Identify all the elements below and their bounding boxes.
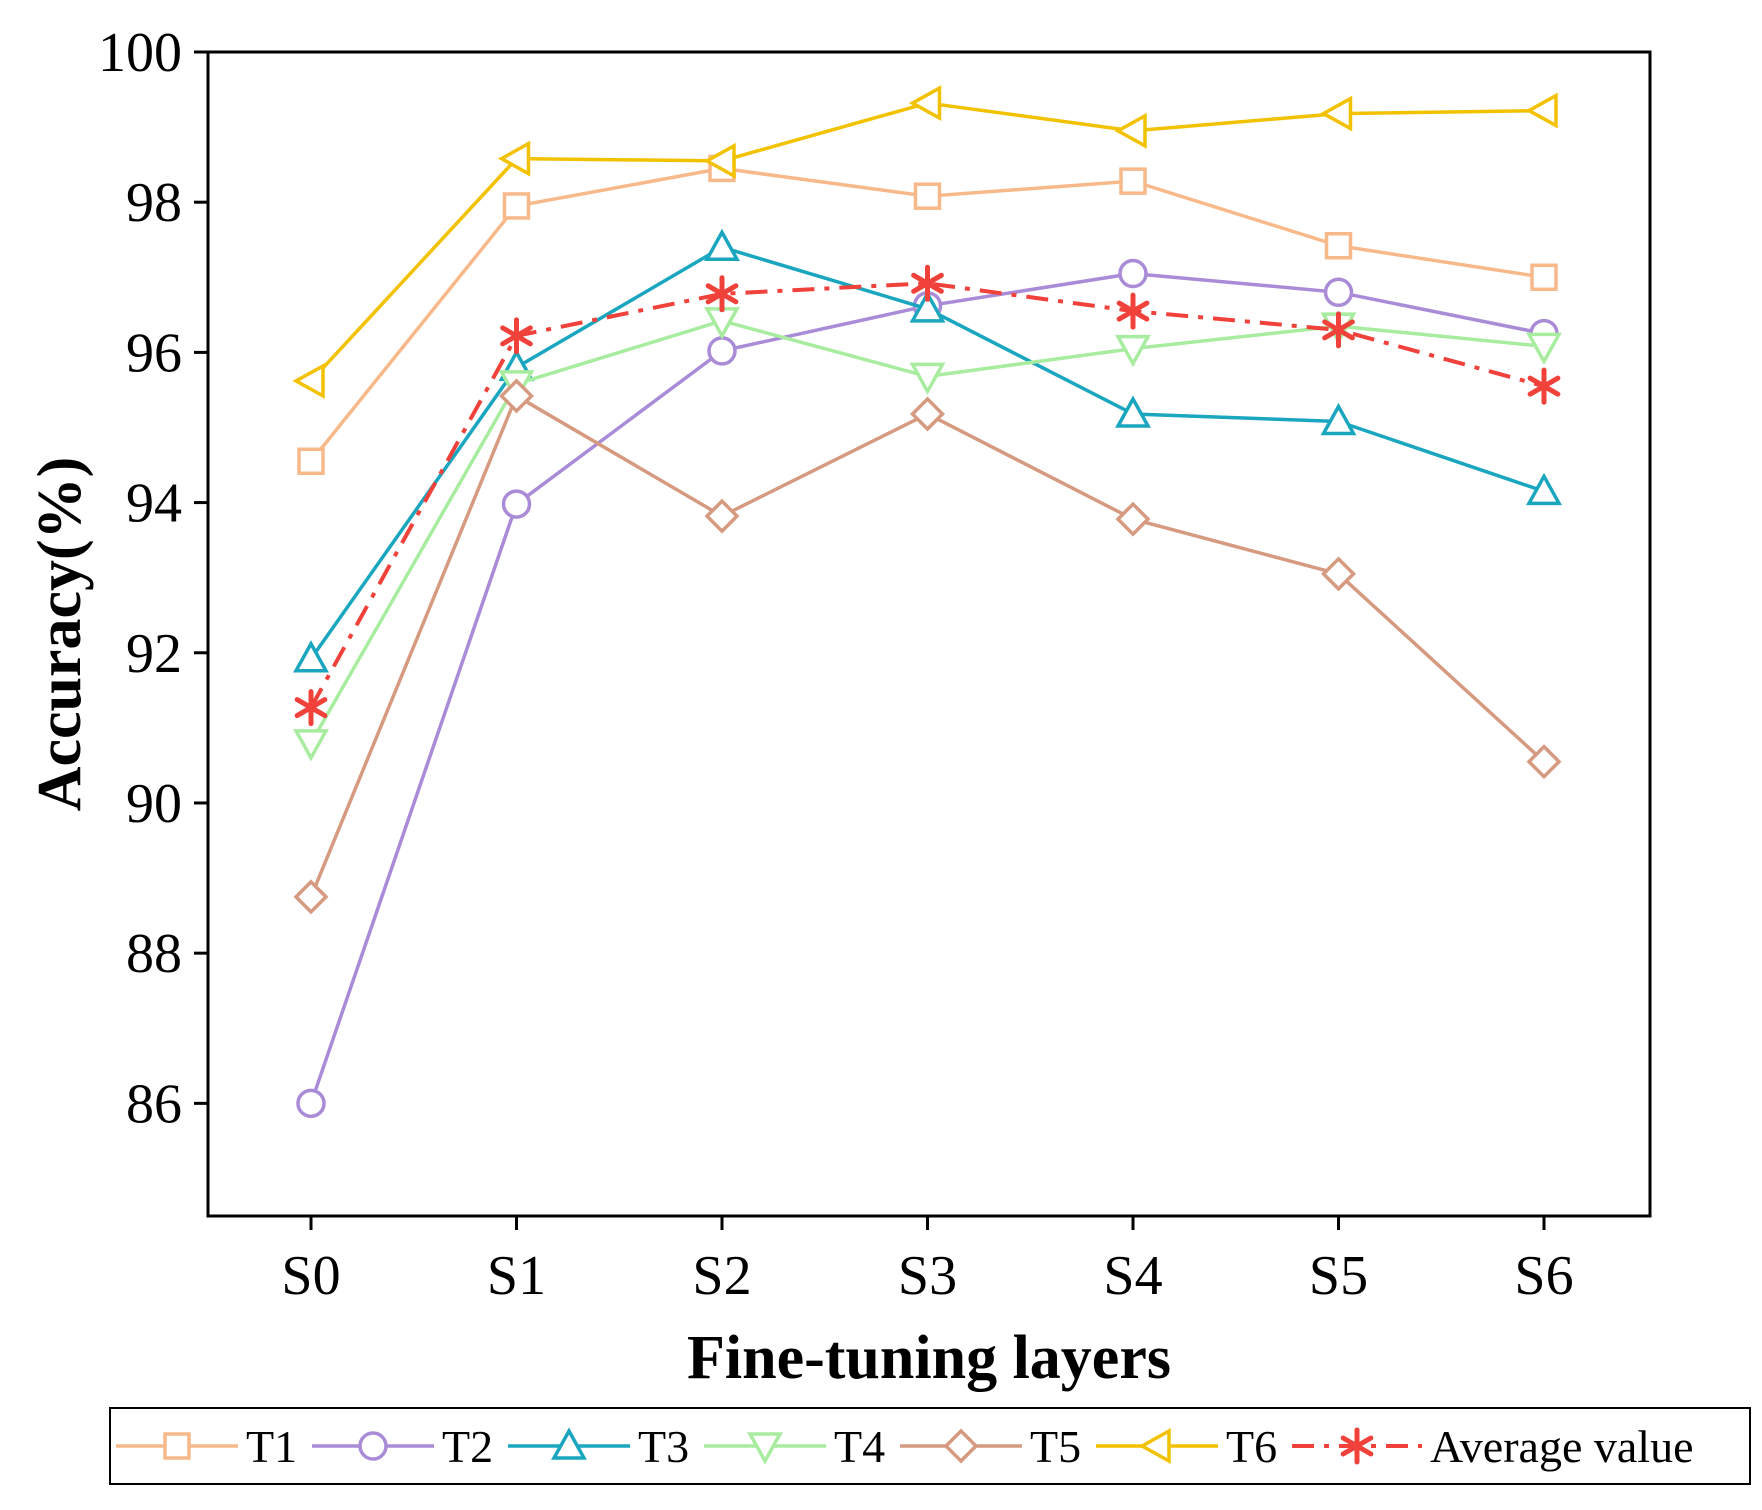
data-point	[1527, 367, 1561, 405]
legend-marker	[747, 1432, 783, 1465]
data-point	[500, 317, 533, 355]
y-tick-label: 86	[126, 1073, 182, 1135]
y-tick-label: 98	[126, 172, 182, 234]
data-point	[707, 336, 737, 366]
y-tick-label: 90	[126, 773, 182, 835]
legend-label: T2	[442, 1421, 493, 1472]
y-tick-label: 94	[126, 473, 182, 535]
x-tick-label: S3	[898, 1245, 957, 1307]
data-point	[1119, 167, 1147, 195]
series-line	[309, 281, 1545, 709]
data-point	[704, 228, 740, 262]
data-point	[1319, 95, 1353, 132]
legend-marker	[358, 1431, 388, 1461]
legend-marker	[1340, 1427, 1374, 1465]
legend-item: T3	[508, 1421, 689, 1472]
data-point	[911, 264, 944, 302]
legend-item: T5	[900, 1421, 1081, 1472]
legend-label: Average value	[1430, 1421, 1694, 1472]
x-axis-title: Fine-tuning layers	[687, 1324, 1171, 1392]
series-average-value	[294, 264, 1561, 727]
data-point	[1526, 332, 1562, 365]
legend-label: T5	[1030, 1421, 1081, 1472]
series-line	[309, 101, 1545, 383]
data-point	[705, 275, 739, 313]
data-point	[1525, 92, 1558, 129]
data-point	[913, 182, 942, 210]
y-tick-label: 100	[98, 22, 182, 84]
data-point	[294, 689, 328, 727]
y-axis-title: Accuracy(%)	[26, 457, 94, 812]
legend-label: T4	[834, 1421, 885, 1472]
series-t1	[297, 154, 1558, 476]
data-point	[910, 396, 945, 432]
data-point	[1320, 402, 1357, 436]
series-t4	[293, 307, 1562, 762]
data-point	[293, 729, 329, 762]
x-tick-label: S0	[281, 1245, 340, 1307]
data-point	[1530, 263, 1558, 292]
legend-label: T3	[638, 1421, 689, 1472]
data-point	[499, 378, 534, 414]
legend: T1 T2 T3 T4 T5 T6 Average value	[116, 1421, 1694, 1472]
data-point	[1116, 292, 1150, 330]
x-tick-label: S4	[1103, 1245, 1162, 1307]
data-point	[909, 290, 946, 323]
plot-frame	[206, 50, 1652, 1218]
legend-marker	[943, 1428, 979, 1464]
data-point	[703, 142, 736, 179]
y-tick-label: 92	[126, 623, 182, 685]
legend-item: T4	[704, 1421, 885, 1472]
series-layer	[292, 85, 1562, 1119]
data-point	[1322, 311, 1355, 349]
data-point	[296, 1088, 326, 1119]
legend-label: T1	[246, 1421, 297, 1472]
legend-item: T2	[312, 1421, 493, 1472]
data-point	[1118, 258, 1148, 289]
data-point	[704, 498, 740, 534]
data-point	[1323, 277, 1354, 308]
x-tick-label: S5	[1309, 1245, 1368, 1307]
data-point	[1115, 395, 1151, 428]
legend-marker	[163, 1432, 191, 1460]
series-line	[309, 394, 1546, 898]
x-tick-label: S1	[487, 1245, 546, 1307]
data-point	[293, 879, 329, 915]
data-point	[1114, 112, 1147, 149]
x-axis-ticks: S0 S1 S2 S3 S4 S5 S6	[281, 1216, 1574, 1307]
data-point	[1324, 231, 1353, 260]
y-tick-label: 96	[126, 322, 182, 384]
data-point	[1115, 501, 1151, 537]
data-point	[501, 489, 532, 519]
x-tick-label: S2	[692, 1245, 751, 1307]
data-point	[1526, 744, 1562, 780]
y-axis-ticks: 86 88 90 92 94 96 98 100	[98, 22, 208, 1135]
legend-item: T1	[116, 1421, 297, 1472]
series-t5	[293, 378, 1562, 915]
data-point	[293, 640, 329, 673]
x-tick-label: S6	[1514, 1245, 1573, 1307]
data-point	[1115, 334, 1151, 368]
data-point	[292, 362, 325, 399]
data-point	[297, 447, 325, 476]
data-point	[1321, 556, 1356, 592]
data-point	[909, 362, 946, 396]
legend-marker	[551, 1427, 587, 1460]
y-tick-label: 88	[126, 923, 182, 985]
data-point	[1526, 472, 1562, 506]
legend-item: T6	[1096, 1421, 1277, 1472]
series-t6	[292, 85, 1558, 399]
data-point	[502, 192, 531, 220]
data-point	[908, 85, 942, 122]
legend-label: T6	[1226, 1421, 1277, 1472]
data-point	[497, 140, 531, 177]
legend-item: Average value	[1292, 1421, 1694, 1472]
legend-marker	[1138, 1428, 1171, 1464]
